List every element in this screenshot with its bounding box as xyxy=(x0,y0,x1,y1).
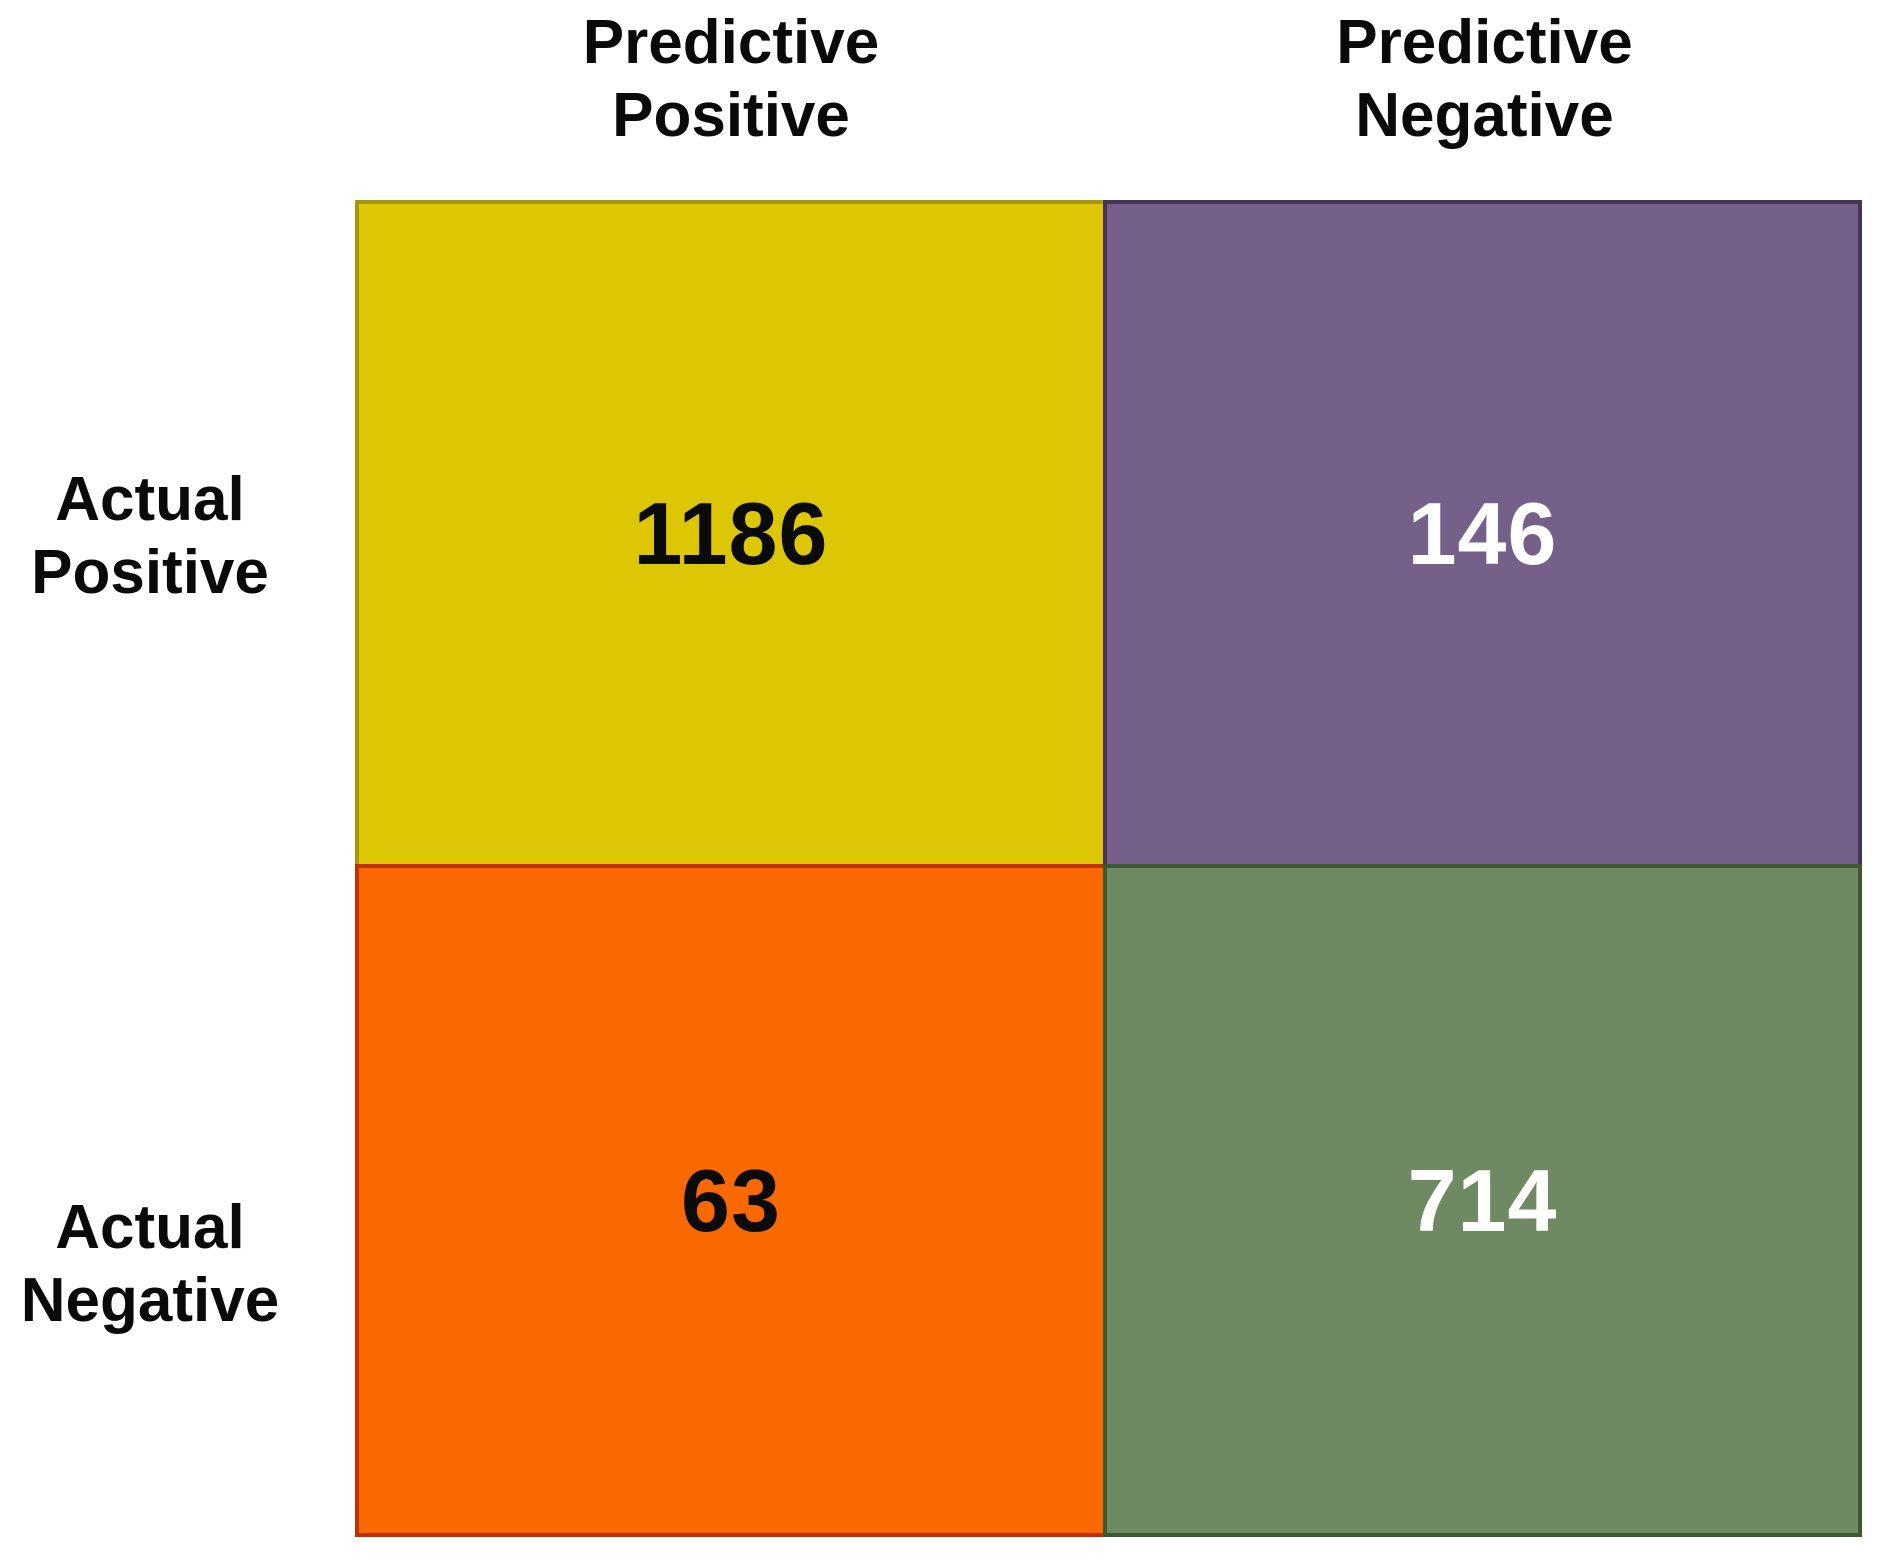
cell-false-positive: 63 xyxy=(355,864,1107,1537)
cell-value-false-positive: 63 xyxy=(681,1150,781,1250)
row-header-actual-negative: Actual Negative xyxy=(20,1193,280,1336)
column-header-predictive-negative: Predictive Negative xyxy=(1336,8,1633,151)
cell-value-false-negative: 146 xyxy=(1407,484,1558,583)
cell-true-negative: 714 xyxy=(1103,864,1862,1537)
row-header-actual-positive: Actual Positive xyxy=(31,465,269,608)
column-header-predictive-positive: Predictive Positive xyxy=(582,8,880,151)
cell-value-true-positive: 1186 xyxy=(633,484,829,583)
matrix-grid: 1186 146 63 714 xyxy=(355,200,1862,1537)
cell-true-positive: 1186 xyxy=(355,200,1107,868)
cell-false-negative: 146 xyxy=(1103,200,1862,868)
cell-value-true-negative: 714 xyxy=(1407,1150,1558,1250)
